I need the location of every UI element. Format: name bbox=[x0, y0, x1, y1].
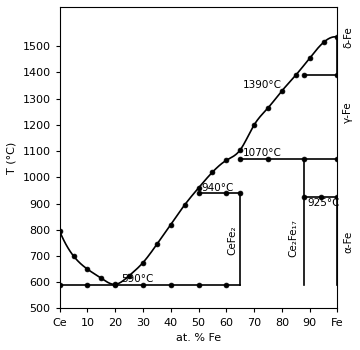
Text: 1070°C: 1070°C bbox=[243, 148, 282, 159]
Text: 925°C: 925°C bbox=[307, 197, 339, 208]
Text: 590°C: 590°C bbox=[121, 274, 153, 284]
X-axis label: at. % Fe: at. % Fe bbox=[176, 333, 221, 343]
Y-axis label: T (°C): T (°C) bbox=[7, 142, 17, 174]
Text: α-Fe: α-Fe bbox=[343, 231, 353, 253]
Text: δ-Fe: δ-Fe bbox=[343, 26, 353, 48]
Text: γ-Fe: γ-Fe bbox=[343, 102, 353, 123]
Text: 1390°C: 1390°C bbox=[243, 79, 282, 90]
Text: CeFe₂: CeFe₂ bbox=[227, 225, 237, 255]
Text: Ce₂Fe₁₇: Ce₂Fe₁₇ bbox=[288, 219, 298, 257]
Text: 940°C: 940°C bbox=[201, 183, 234, 193]
